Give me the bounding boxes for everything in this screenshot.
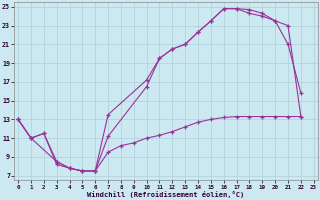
- X-axis label: Windchill (Refroidissement éolien,°C): Windchill (Refroidissement éolien,°C): [87, 191, 244, 198]
